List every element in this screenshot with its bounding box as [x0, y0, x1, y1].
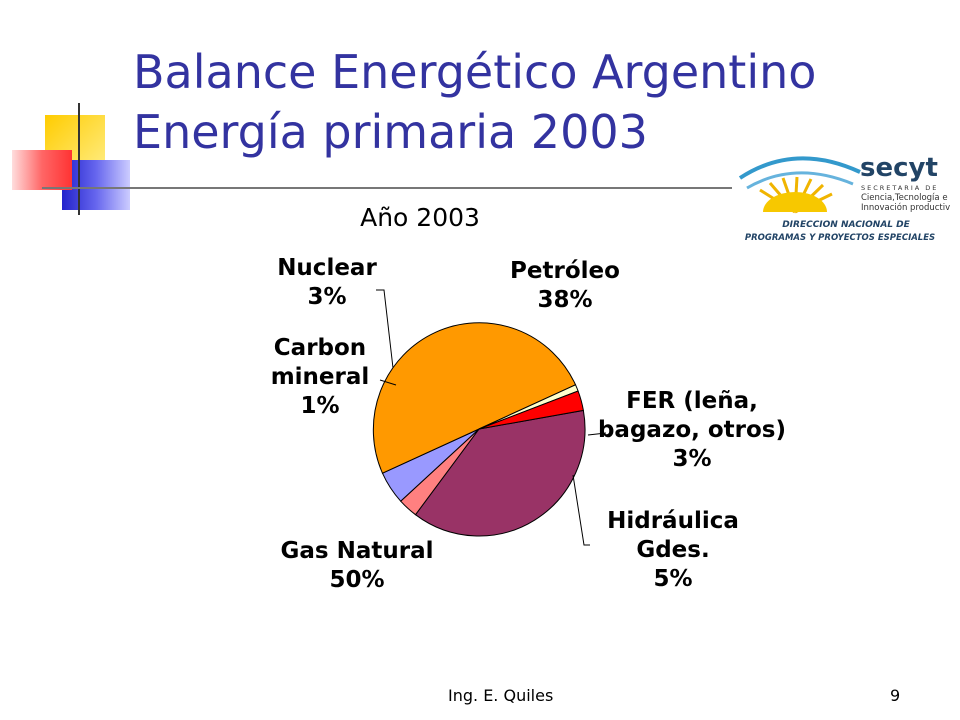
- pie-label-carbon: Carbon mineral 1%: [271, 335, 370, 419]
- pie-label-fer-lena: FER (leña, bagazo, otros) 3%: [598, 388, 786, 472]
- chart-title: Año 2003: [360, 203, 480, 232]
- pie-labels: Petróleo 38% FER (leña, bagazo, otros) 3% Hid…: [271, 255, 786, 593]
- page-number: 9: [890, 686, 901, 705]
- slide-title-line2: Energía primaria 2003: [133, 105, 648, 159]
- logo-dept-line2: PROGRAMAS Y PROYECTOS ESPECIALES: [745, 233, 935, 243]
- leader-line-carbon: [379, 379, 397, 386]
- pie-label-petroleo: Petróleo 38%: [510, 258, 620, 313]
- leader-line-hidraulica: [572, 474, 590, 546]
- logo-dept-line1: DIRECCION NACIONAL DE: [782, 220, 910, 230]
- deco-blue-square: [62, 160, 130, 210]
- leader-line-nuclear: [376, 289, 394, 369]
- pie-slice-gas-natural: [372, 322, 577, 474]
- pie-slices: [372, 322, 586, 537]
- slide-title-line1: Balance Energético Argentino: [133, 45, 817, 99]
- pie-label-nuclear: Nuclear 3%: [277, 255, 377, 310]
- pie-slice-petroleo: [414, 409, 586, 537]
- pie-label-gas-natural: Gas Natural 50%: [281, 538, 434, 593]
- footer-author: Ing. E. Quiles: [448, 686, 554, 705]
- logo-brand: secyt: [860, 153, 938, 183]
- pie-label-hidraulica: Hidráulica Gdes. 5%: [607, 508, 739, 592]
- logo-tagline-2: Ciencia,Tecnología e: [861, 193, 948, 203]
- logo-tagline-1: SECRETARIA DE: [861, 184, 938, 192]
- pie-slice-nuclear: [478, 390, 584, 430]
- deco-red-square: [12, 150, 72, 190]
- slide-title: Balance Energético Argentino Energía pri…: [133, 42, 816, 162]
- sun-icon: [738, 156, 861, 214]
- secyt-logo: secyt SECRETARIA DE Ciencia,Tecnología e…: [738, 153, 950, 243]
- pie-leader-lines: [376, 289, 607, 546]
- leader-line-fer-lena: [587, 432, 607, 436]
- deco-vertical-line: [78, 103, 80, 215]
- title-divider: [42, 187, 732, 189]
- logo-tagline-3: Innovación productiva: [861, 202, 950, 213]
